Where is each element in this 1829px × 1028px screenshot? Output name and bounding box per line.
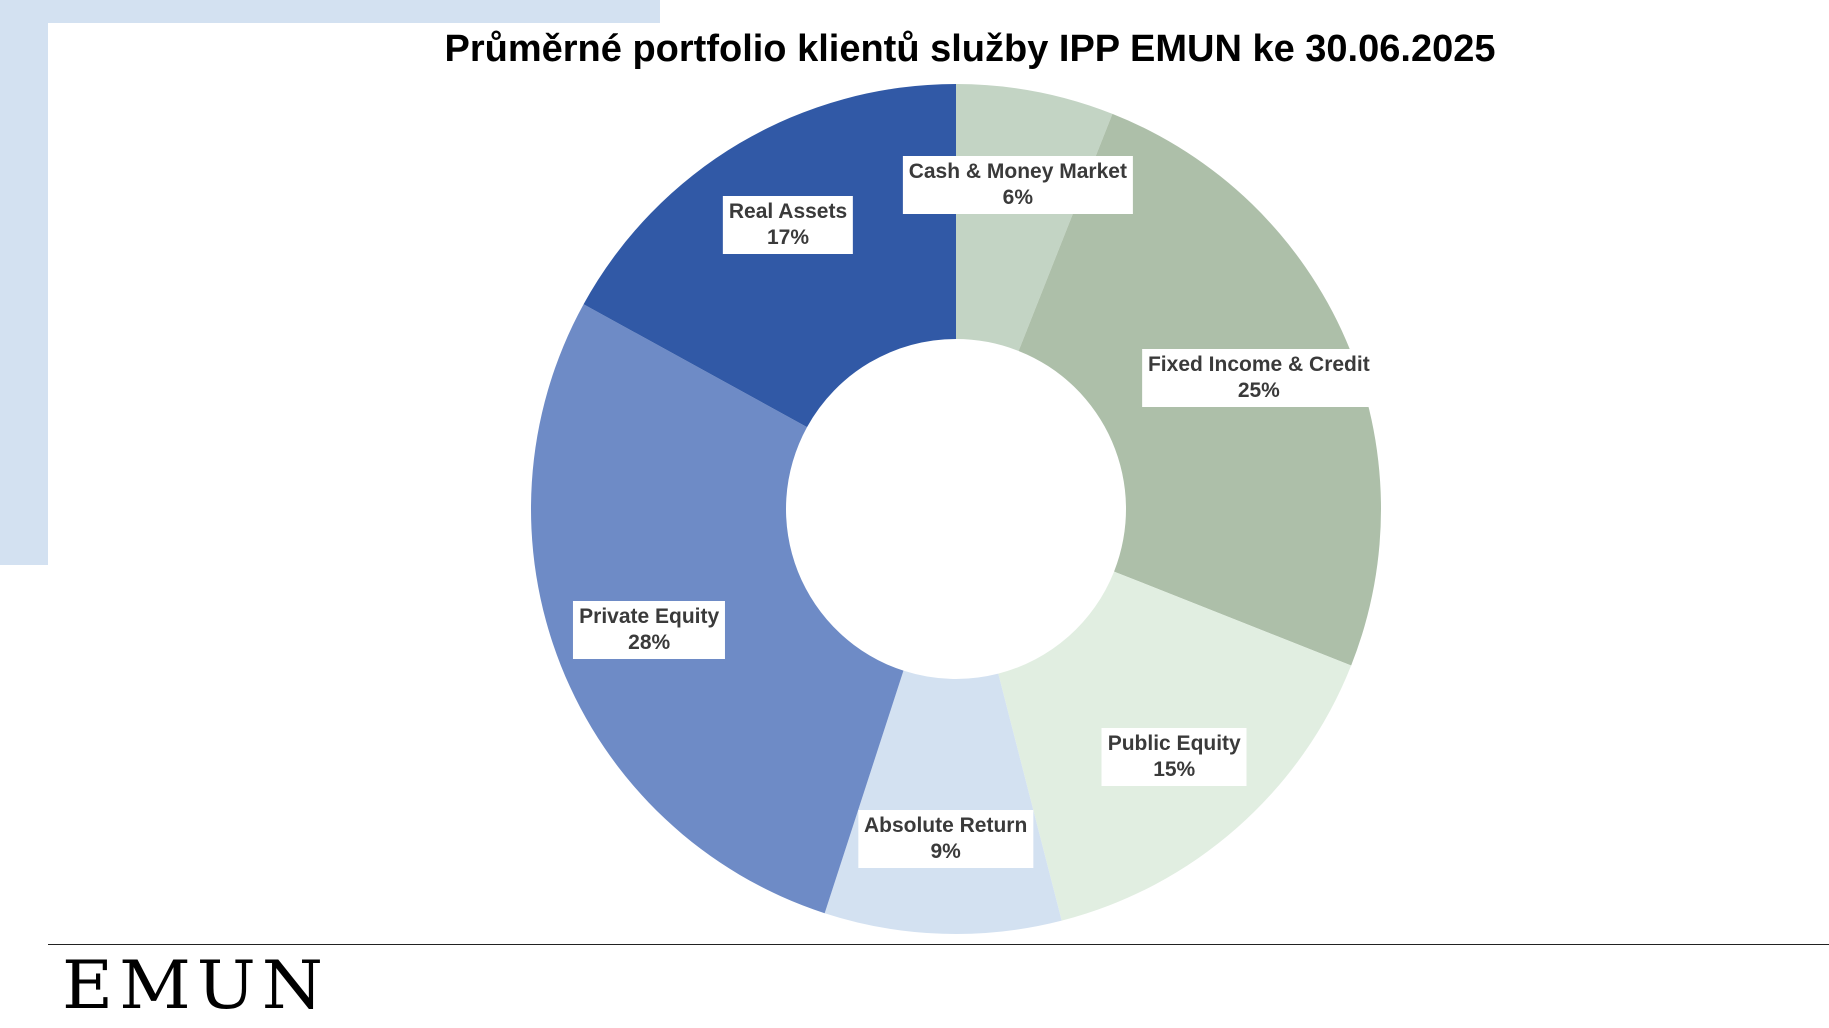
slice-absolute-return — [824, 670, 1062, 934]
slice-label-name: Fixed Income & Credit — [1147, 352, 1370, 376]
chart-title: Průměrné portfolio klientů služby IPP EM… — [444, 28, 1496, 70]
slice-label-value: 25% — [1237, 378, 1280, 402]
slice-label-public-equity: Public Equity 15% — [1101, 727, 1247, 786]
slice-label-name: Cash & Money Market — [908, 159, 1127, 183]
slice-label-value: 28% — [628, 631, 671, 655]
slice-label-name: Real Assets — [728, 199, 848, 223]
footer-divider — [48, 944, 1829, 945]
slice-label-cash-money-market: Cash & Money Market 6% — [902, 155, 1133, 214]
slice-label-private-equity: Private Equity 28% — [573, 601, 726, 660]
slice-label-fixed-income-credit: Fixed Income & Credit 25% — [1141, 348, 1376, 407]
slice-label-real-assets: Real Assets 17% — [722, 195, 854, 254]
slice-label-value: 6% — [1002, 185, 1034, 209]
slice-label-absolute-return: Absolute Return 9% — [857, 809, 1034, 868]
decorative-accent-left — [0, 0, 48, 565]
slice-label-value: 9% — [930, 839, 961, 863]
slice-real-assets — [583, 84, 956, 428]
emun-logo: EMUN — [62, 946, 330, 1025]
slice-label-name: Absolute Return — [863, 813, 1028, 837]
slice-cash-money-market — [956, 84, 1113, 351]
slice-label-value: 15% — [1153, 757, 1196, 781]
slice-label-value: 17% — [766, 225, 810, 249]
slice-label-name: Public Equity — [1107, 731, 1241, 755]
slice-label-name: Private Equity — [579, 605, 720, 629]
decorative-accent-top — [0, 0, 660, 23]
